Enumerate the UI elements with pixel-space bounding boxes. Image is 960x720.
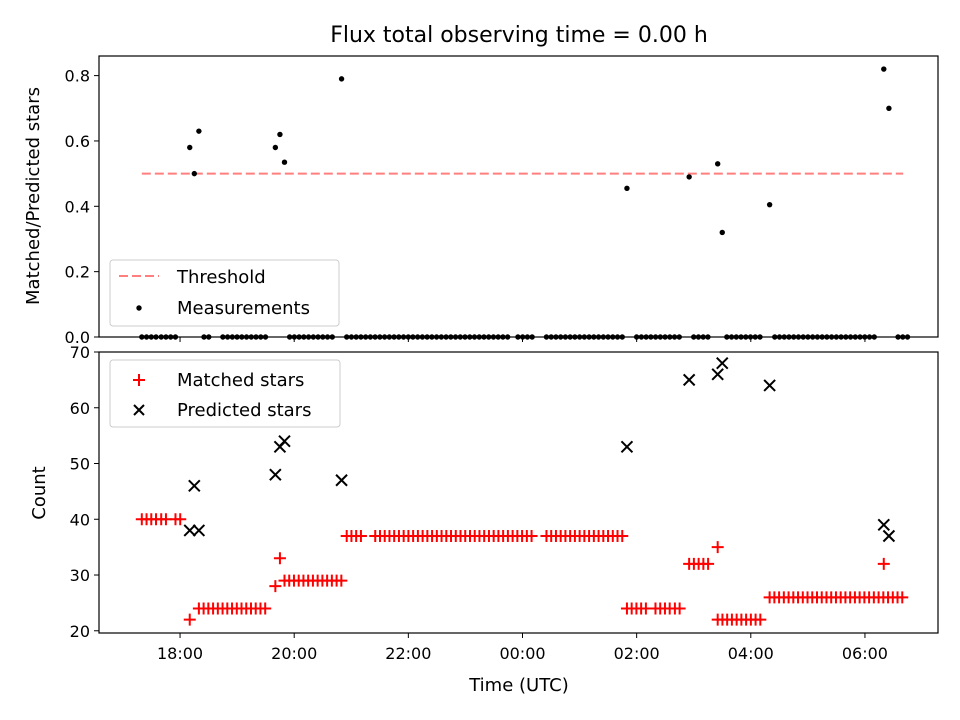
x-tick-label: 18:00 <box>157 644 203 663</box>
predicted-star-point <box>183 524 196 537</box>
predicted-star-point <box>882 529 896 543</box>
matched-star-point <box>877 557 890 570</box>
x-axis-label: Time (UTC) <box>468 675 569 696</box>
y-tick-label: 0.8 <box>65 67 90 86</box>
y-tick-label: 40 <box>70 510 90 529</box>
measurement-point <box>766 201 773 208</box>
predicted-star-point <box>877 518 890 532</box>
x-tick-label: 02:00 <box>614 644 660 663</box>
matched-star-point <box>673 602 686 615</box>
x-tick-label: 06:00 <box>842 644 888 663</box>
y-tick-label: 20 <box>70 622 90 641</box>
predicted-star-point <box>716 356 729 370</box>
matched-star-point <box>183 613 196 626</box>
count-legend-box <box>109 359 341 428</box>
measurement-point <box>886 105 892 111</box>
legend-predicted-label: Predicted stars <box>177 400 311 421</box>
x-tick-label: 22:00 <box>385 644 431 663</box>
matched-star-point <box>711 541 724 554</box>
ratio-y-axis-label: Matched/Predicted stars <box>23 87 44 305</box>
x-tick-label: 20:00 <box>271 644 317 663</box>
legend-matched-label: Matched stars <box>177 370 304 391</box>
count-y-axis-label: Count <box>29 466 50 519</box>
legend-matched-swatch <box>133 374 145 386</box>
count-panel: 18:00 20:00 22:00 00:00 02:00 04:00 06:00 20 30 4… <box>70 343 939 663</box>
matched-star-point <box>616 529 629 542</box>
measurement-point <box>281 159 288 165</box>
y-tick-label: 0.4 <box>65 197 90 216</box>
predicted-star-point <box>682 373 696 387</box>
matched-star-point <box>896 591 909 604</box>
measurement-point <box>277 131 283 138</box>
measurement-point <box>719 229 725 236</box>
legend-threshold-label: Threshold <box>176 267 266 288</box>
measurement-point <box>191 170 198 177</box>
measurement-point <box>624 185 630 192</box>
y-tick-label: 0.2 <box>65 263 90 282</box>
predicted-star-point <box>278 434 291 448</box>
y-tick-label: 0.0 <box>65 328 90 347</box>
measurement-point <box>338 76 345 82</box>
y-tick-label: 0.6 <box>65 132 90 151</box>
y-tick-label: 70 <box>70 343 90 362</box>
matched-star-point <box>269 580 282 593</box>
ratio-panel: 0.0 0.2 0.4 0.6 0.8 <box>65 55 939 347</box>
matched-star-point <box>702 557 715 570</box>
y-tick-label: 30 <box>70 566 90 585</box>
matched-star-point <box>525 529 538 542</box>
x-tick-label: 04:00 <box>728 644 774 663</box>
matched-star-point <box>354 529 367 542</box>
matched-star-point <box>259 602 272 615</box>
chart-title: Flux total observing time = 0.00 h <box>330 23 708 48</box>
measurement-point <box>187 144 193 151</box>
predicted-star-point <box>269 468 282 481</box>
predicted-star-point <box>620 440 634 453</box>
matched-star-point <box>273 552 286 565</box>
y-tick-label: 60 <box>70 399 90 418</box>
x-tick-label: 00:00 <box>499 644 545 663</box>
predicted-star-point <box>188 479 201 493</box>
legend-measurements-swatch <box>136 305 142 311</box>
count-legend: Matched stars Predicted stars <box>109 359 341 428</box>
legend-predicted-swatch <box>133 404 145 416</box>
measurement-point <box>686 174 692 180</box>
matched-star-point <box>174 513 187 526</box>
y-tick-label: 50 <box>70 455 90 474</box>
matched-star-point <box>754 613 767 626</box>
ratio-legend: Threshold Measurements <box>109 259 340 327</box>
plot-frame <box>98 55 939 338</box>
legend-measurements-label: Measurements <box>177 298 310 319</box>
matched-star-point <box>335 574 348 587</box>
measurement-point <box>881 66 887 72</box>
ratio-legend-box <box>109 259 340 327</box>
predicted-star-point <box>763 379 776 392</box>
measurement-point <box>272 144 279 151</box>
predicted-star-point <box>335 474 348 487</box>
plot-frame <box>98 351 939 634</box>
measurement-point <box>196 128 202 134</box>
measurement-point <box>714 161 721 167</box>
predicted-star-point <box>192 524 206 537</box>
predicted-star-point <box>711 368 724 381</box>
